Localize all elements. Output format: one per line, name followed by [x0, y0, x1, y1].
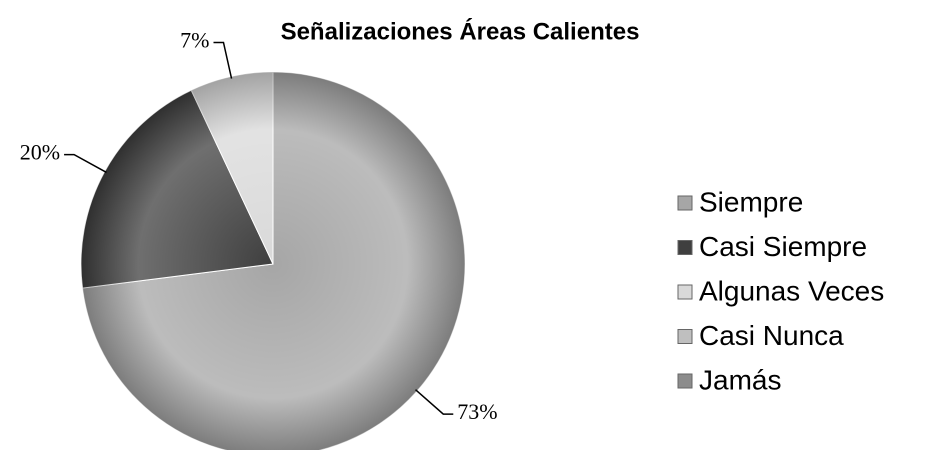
- legend-label: Jamás: [699, 364, 781, 395]
- legend-label: Siempre: [699, 186, 803, 217]
- leader-line: [415, 389, 454, 415]
- leader-line: [64, 153, 107, 174]
- legend-swatch: [677, 195, 693, 211]
- legend-swatch: [677, 240, 693, 255]
- legend-label: Casi Siempre: [699, 231, 867, 262]
- data-label: 20%: [20, 140, 60, 165]
- data-label: 73%: [457, 399, 497, 424]
- legend-swatch: [677, 284, 693, 300]
- data-label: 7%: [180, 28, 209, 53]
- leader-line: [213, 41, 233, 79]
- chart-title: Señalizaciones Áreas Calientes: [281, 17, 640, 45]
- legend-swatch: [677, 329, 693, 344]
- legend-label: Casi Nunca: [699, 320, 844, 351]
- legend-swatch: [677, 373, 693, 389]
- legend-label: Algunas Veces: [699, 275, 884, 306]
